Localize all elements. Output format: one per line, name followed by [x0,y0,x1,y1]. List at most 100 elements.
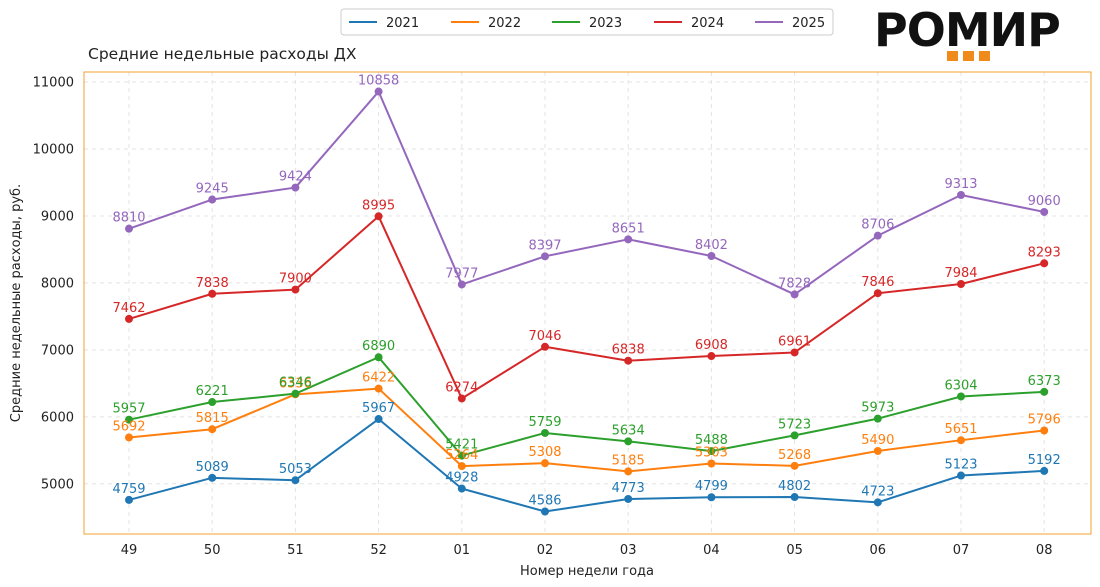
data-point-2025 [457,280,466,289]
x-tick-label: 04 [703,543,720,558]
data-point-2024 [790,348,799,357]
data-point-2022 [541,459,549,468]
data-label-2022: 5796 [1028,412,1061,427]
data-point-2025 [541,252,549,261]
data-label-2025: 8402 [695,238,728,253]
data-label-2024: 6908 [695,338,728,353]
data-label-2024: 7462 [112,301,145,316]
data-label-2021: 5192 [1028,453,1061,468]
data-point-2022 [873,446,882,455]
data-point-2021 [291,476,300,485]
data-label-2023: 6304 [944,378,977,393]
logo-square [963,51,974,61]
data-label-2025: 8397 [528,238,561,253]
data-point-2022 [707,459,716,468]
data-label-2025: 7977 [445,266,478,281]
series [125,87,1049,516]
series-line-2021 [128,418,1045,513]
data-point-2022 [208,425,217,434]
y-tick-label: 9000 [41,209,74,224]
x-tick-label: 06 [870,543,887,558]
data-label-2025: 7828 [778,276,811,291]
x-tick-label: 02 [537,543,554,558]
data-label-2022: 5308 [528,445,561,460]
legend-label-2022: 2022 [488,16,521,31]
y-tick-label: 8000 [41,276,74,291]
data-point-2021 [1040,466,1049,475]
data-point-2023 [957,392,965,401]
data-label-2025: 10858 [358,74,399,89]
data-point-2021 [541,507,549,516]
data-label-2025: 9313 [944,177,977,192]
x-tick-label: 52 [370,543,387,558]
data-label-2023: 5723 [778,417,811,432]
series-line-2025 [128,90,1045,296]
x-tick-label: 51 [287,543,304,558]
x-axis: 49 50 51 52 01 02 03 04 05 06 07 08 [121,543,1053,558]
data-label-2022: 5185 [612,453,645,468]
data-label-2025: 8651 [612,221,645,236]
series-line-2024 [128,215,1045,400]
x-axis-title: Номер недели года [520,564,654,579]
x-tick-label: 01 [454,543,471,558]
data-point-2024 [541,342,549,351]
data-point-2024 [957,279,965,288]
data-label-2024: 8293 [1028,245,1061,260]
data-label-2024: 6274 [445,380,478,395]
data-label-2021: 4773 [612,481,645,496]
data-point-2023 [873,414,882,423]
data-point-2025 [125,224,133,233]
data-label-2025: 8706 [861,218,894,233]
data-point-2024 [125,314,133,323]
data-point-2022 [957,436,965,445]
data-label-2025: 9424 [279,170,312,185]
data-label-2022: 5268 [778,448,811,463]
data-label-2024: 7900 [279,272,312,287]
data-point-2022 [125,433,133,442]
data-point-2021 [125,495,133,504]
data-label-2022: 5815 [196,411,229,426]
data-point-2022 [374,384,383,393]
data-label-2021: 5053 [279,462,312,477]
data-label-2023: 5957 [112,402,145,417]
data-point-2024 [374,212,383,221]
data-label-2024: 7984 [944,266,977,281]
legend-box [340,8,834,36]
data-point-2024 [1040,259,1049,268]
x-tick-label: 49 [121,543,138,558]
grid [84,72,1091,534]
data-point-2021 [873,498,882,507]
data-point-2022 [790,461,799,470]
y-tick-label: 7000 [41,343,74,358]
data-point-2024 [457,394,466,403]
data-label-2024: 6961 [778,334,811,349]
data-label-2024: 8995 [362,198,395,213]
data-label-2024: 7846 [861,275,894,290]
data-label-2021: 4802 [778,479,811,494]
data-point-2022 [457,462,466,471]
data-point-2024 [208,289,217,298]
data-point-2023 [457,451,466,460]
data-point-2025 [1040,207,1049,216]
chart-title: Средние недельные расходы ДХ [88,45,357,63]
data-label-2025: 9245 [196,182,229,197]
logo-square [947,51,958,61]
data-point-2024 [291,285,300,294]
data-point-2021 [707,493,716,502]
data-point-2025 [374,87,383,96]
data-point-2024 [707,352,716,361]
data-label-2023: 5488 [695,433,728,448]
data-point-2023 [291,389,300,398]
series-line-2022 [128,387,1045,473]
data-label-2023: 6890 [362,339,395,354]
data-point-2025 [873,231,882,240]
romir-logo: РОМИР [874,3,1061,61]
data-label-2021: 4928 [445,471,478,486]
data-label-2021: 4586 [528,494,561,509]
data-point-2023 [541,428,549,437]
data-label-2024: 7838 [196,276,229,291]
legend-label-2024: 2024 [691,16,724,31]
data-label-2023: 5634 [612,423,645,438]
logo-text: РОМИР [874,3,1060,57]
x-tick-label: 05 [786,543,803,558]
